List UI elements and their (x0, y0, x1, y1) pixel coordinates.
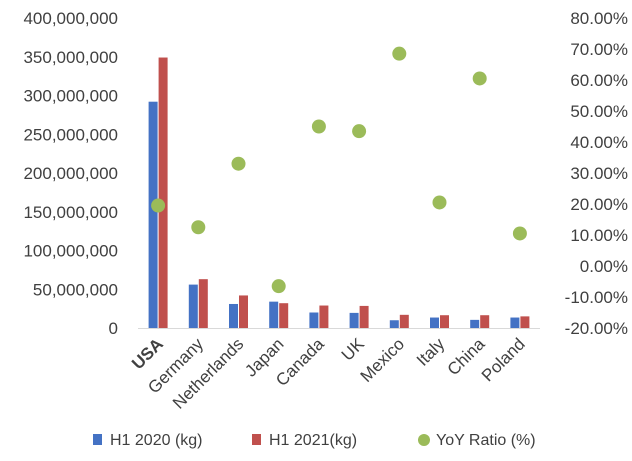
x-axis-tick-label: Mexico (357, 334, 409, 386)
scatter-point (151, 198, 166, 213)
bar (440, 315, 449, 328)
legend-label: H1 2021(kg) (269, 432, 357, 449)
right-axis-tick-label: 80.00% (570, 9, 628, 28)
right-axis-tick-label: 10.00% (570, 226, 628, 245)
legend: H1 2020 (kg) H1 2021(kg) YoY Ratio (%) (93, 432, 536, 449)
right-axis-tick-label: 50.00% (570, 102, 628, 121)
right-axis-tick-label: -20.00% (565, 319, 628, 338)
left-y-axis: 0 50,000,000 100,000,000 150,000,000 200,000… (23, 9, 118, 338)
scatter-point (311, 119, 326, 134)
scatter-point (392, 46, 407, 61)
scatter-point (271, 279, 286, 294)
scatter-point (352, 124, 367, 139)
bar (359, 305, 369, 328)
scatter-point (472, 71, 487, 86)
scatter-point (191, 220, 206, 235)
x-axis-tick-label: UK (338, 334, 369, 365)
right-y-axis: -20.00% -10.00% 0.00% 10.00% 20.00% 30.00% 40.… (565, 9, 628, 338)
left-axis-tick-label: 50,000,000 (33, 280, 118, 299)
scatter-point (512, 226, 527, 241)
left-axis-tick-label: 150,000,000 (23, 203, 118, 222)
bar (319, 305, 329, 328)
legend-swatch (93, 434, 102, 445)
right-axis-tick-label: 70.00% (570, 40, 628, 59)
bar (229, 303, 238, 328)
bar (399, 314, 409, 328)
bar (148, 101, 158, 328)
legend-label: YoY Ratio (%) (436, 432, 536, 449)
left-axis-tick-label: 250,000,000 (23, 125, 118, 144)
x-axis-tick-label: Poland (478, 334, 529, 385)
bar (239, 295, 248, 328)
right-axis-tick-label: 0.00% (580, 257, 628, 276)
right-axis-tick-label: -10.00% (565, 288, 628, 307)
legend-swatch (418, 434, 430, 446)
scatter-point (432, 195, 447, 210)
bar (389, 320, 399, 328)
bar (480, 315, 490, 328)
bar (158, 57, 168, 329)
bar (279, 303, 289, 328)
bar (309, 312, 319, 328)
right-axis-tick-label: 30.00% (570, 164, 628, 183)
left-axis-tick-label: 350,000,000 (23, 48, 118, 67)
right-axis-tick-label: 20.00% (570, 195, 628, 214)
x-axis-tick-label: Italy (413, 334, 449, 370)
bar (510, 317, 520, 328)
left-axis-tick-label: 400,000,000 (23, 9, 118, 28)
bar (470, 319, 480, 328)
left-axis-tick-label: 0 (109, 319, 118, 338)
left-axis-tick-label: 300,000,000 (23, 87, 118, 106)
left-axis-tick-label: 100,000,000 (23, 242, 118, 261)
bar (520, 316, 530, 328)
scatter-point (231, 156, 246, 171)
scatter-series (151, 46, 527, 294)
bar (269, 301, 279, 328)
legend-label: H1 2020 (kg) (110, 432, 203, 449)
bar (198, 279, 208, 328)
right-axis-tick-label: 40.00% (570, 133, 628, 152)
left-axis-tick-label: 200,000,000 (23, 164, 118, 183)
bar (349, 312, 359, 328)
bar (430, 317, 439, 328)
legend-swatch (252, 434, 261, 445)
right-axis-tick-label: 60.00% (570, 71, 628, 90)
bar (188, 284, 198, 328)
bar-series (148, 57, 530, 329)
